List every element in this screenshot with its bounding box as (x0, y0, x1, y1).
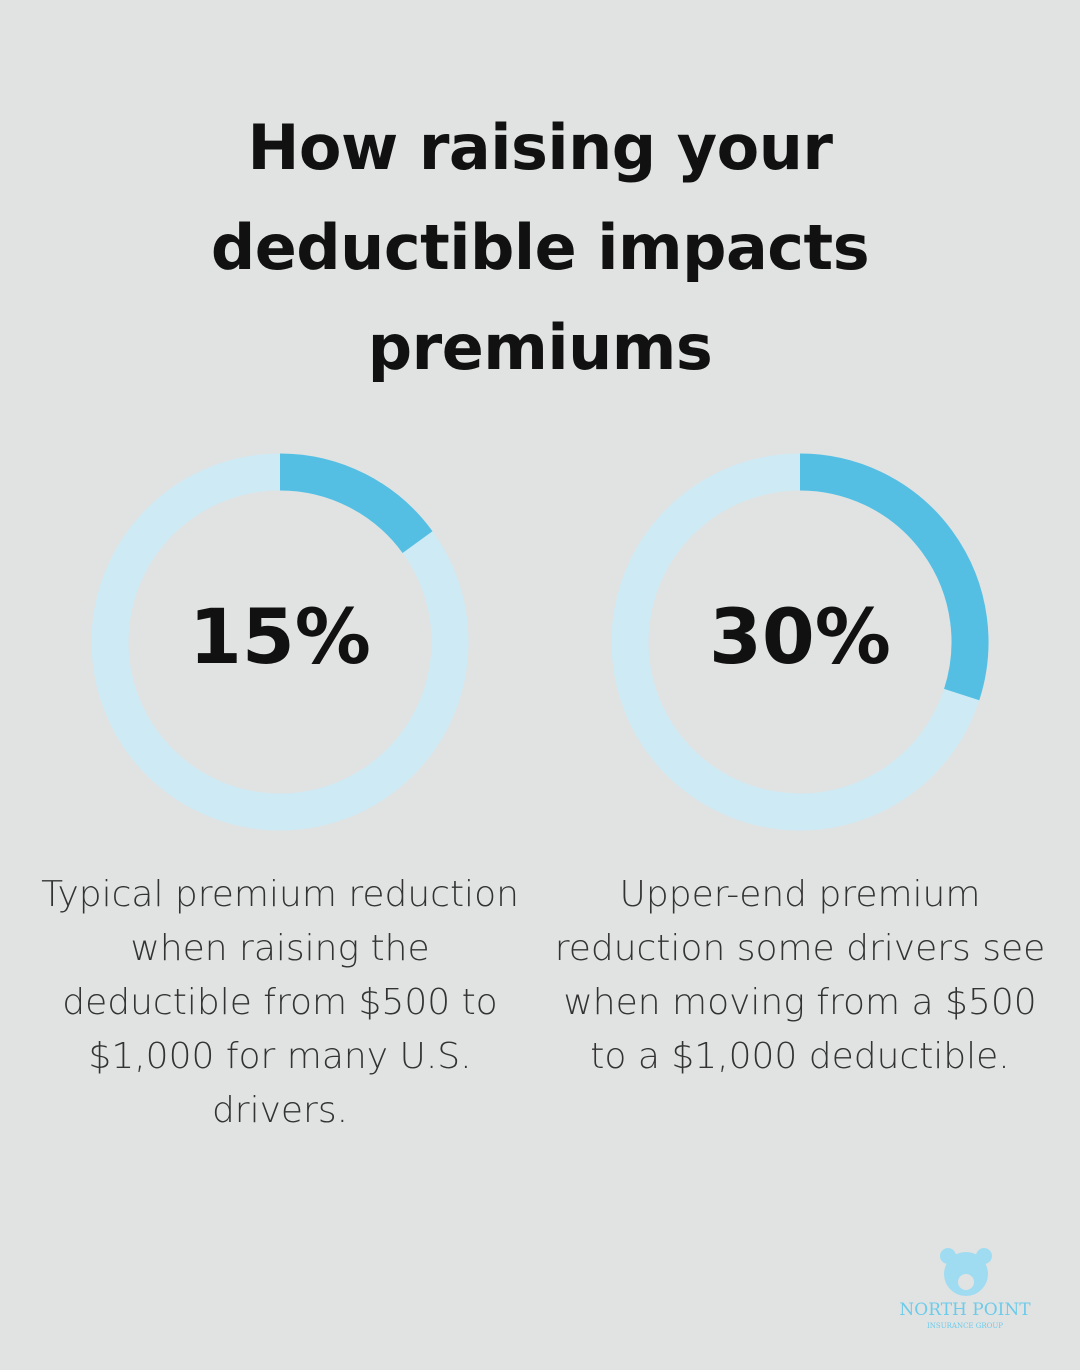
logo-tagline: INSURANCE GROUP (927, 1322, 1003, 1330)
logo-icon (940, 1248, 992, 1296)
caption: Typical premium reduction when raising t… (41, 874, 519, 1131)
donut-segment (799, 453, 989, 701)
value-label: 30% (709, 592, 891, 681)
value-label: 15% (189, 592, 371, 681)
title: How raising your deductible impacts prem… (210, 111, 870, 384)
caption: Upper-end premium reduction some drivers… (554, 874, 1046, 1077)
logo-name: NORTH POINT (899, 1300, 1031, 1320)
donut-segment (279, 453, 433, 554)
